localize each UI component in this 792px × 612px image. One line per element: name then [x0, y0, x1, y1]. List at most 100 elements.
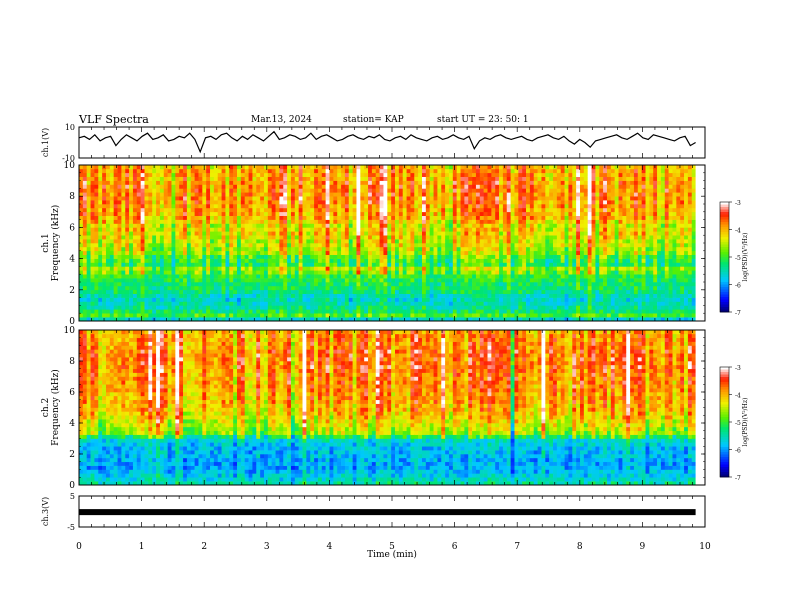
- spectrogram-cell: [398, 207, 404, 213]
- spectrogram-cell: [344, 180, 350, 185]
- spectrogram-cell: [294, 192, 299, 197]
- spectrogram-cell: [514, 301, 519, 306]
- spectrogram-cell: [136, 293, 141, 298]
- spectrogram-cell: [306, 165, 311, 170]
- spectrogram-cell: [109, 223, 114, 228]
- spectrogram-cell: [483, 270, 488, 275]
- spectrogram-cell: [240, 289, 246, 294]
- spectrogram-cell: [144, 317, 149, 322]
- spectrogram-cell: [314, 176, 319, 181]
- spectrogram-cell: [418, 282, 423, 287]
- spectrogram-cell: [437, 215, 442, 220]
- spectrogram-cell: [499, 219, 504, 224]
- spectrogram-cell: [129, 165, 134, 170]
- spectrogram-cell: [475, 219, 481, 224]
- spectrogram-cell: [310, 305, 315, 310]
- spectrogram-cell: [198, 293, 203, 298]
- spectrogram-cell: [356, 200, 361, 205]
- spectrogram-cell: [475, 297, 481, 302]
- spectrogram-cell: [448, 211, 454, 216]
- spectrogram-cell: [526, 285, 531, 291]
- spectrogram-cell: [425, 246, 430, 252]
- spectrogram-cell: [256, 293, 261, 298]
- spectrogram-cell: [152, 309, 157, 314]
- spectrogram-cell: [240, 223, 246, 228]
- spectrogram-cell: [348, 239, 353, 244]
- spectrogram-cell: [263, 246, 269, 252]
- spectrogram-cell: [529, 246, 535, 252]
- spectrogram-cell: [233, 285, 238, 291]
- spectrogram-cell: [433, 297, 438, 302]
- spectrogram-cell: [113, 168, 118, 174]
- spectrogram-cell: [225, 258, 230, 263]
- spectrogram-cell: [402, 180, 407, 185]
- spectrogram-cell: [460, 313, 465, 318]
- spectrogram-cell: [167, 262, 172, 267]
- spectrogram-cell: [279, 176, 284, 181]
- spectrogram-cell: [186, 278, 192, 283]
- spectrogram-cell: [418, 297, 423, 302]
- spectrogram-cell: [82, 309, 87, 314]
- spectrogram-cell: [483, 305, 488, 310]
- spectrogram-cell: [487, 223, 492, 228]
- spectrogram-cell: [495, 231, 500, 236]
- spectrogram-cell: [510, 274, 515, 279]
- spectrogram-cell: [437, 305, 442, 310]
- spectrogram-cell: [90, 219, 95, 224]
- spectrogram-cell: [109, 243, 114, 248]
- spectrogram-cell: [429, 239, 434, 244]
- spectrogram-cell: [487, 262, 492, 267]
- spectrogram-cell: [287, 317, 292, 322]
- spectrogram-cell: [217, 270, 222, 275]
- spectrogram-cell: [275, 246, 280, 252]
- spectrogram-cell: [329, 297, 334, 302]
- spectrogram-cell: [506, 278, 511, 283]
- spectrogram-cell: [186, 196, 192, 201]
- spectrogram-cell: [206, 289, 211, 294]
- spectrogram-cell: [441, 227, 446, 232]
- spectrogram-cell: [163, 200, 168, 205]
- spectrogram-cell: [321, 204, 326, 209]
- spectrogram-cell: [337, 270, 342, 275]
- spectrogram-cell: [514, 243, 519, 248]
- spectrogram-cell: [263, 243, 269, 248]
- spectrogram-cell: [144, 266, 149, 271]
- spectrogram-cell: [402, 309, 407, 314]
- spectrogram-cell: [202, 309, 207, 314]
- spectrogram-cell: [252, 176, 257, 181]
- spectrogram-cell: [387, 301, 392, 306]
- spectrogram-cell: [348, 211, 353, 216]
- spectrogram-cell: [526, 309, 531, 314]
- spectrogram-cell: [105, 246, 111, 252]
- spectrogram-cell: [98, 270, 103, 275]
- spectrogram-cell: [360, 258, 365, 263]
- spectrogram-cell: [437, 309, 442, 314]
- spectrogram-cell: [310, 289, 315, 294]
- spectrogram-cell: [271, 168, 276, 174]
- spectrogram-cell: [472, 196, 477, 201]
- spectrogram-cell: [256, 223, 261, 228]
- spectrogram-cell: [529, 219, 535, 224]
- spectrogram-cell: [452, 250, 457, 255]
- spectrogram-cell: [510, 250, 515, 255]
- spectrogram-cell: [460, 172, 465, 177]
- spectrogram-cell: [429, 309, 434, 314]
- spectrogram-cell: [314, 317, 319, 322]
- spectrogram-cell: [132, 301, 138, 306]
- spectrogram-cell: [82, 262, 87, 267]
- spectrogram-cell: [545, 262, 550, 267]
- spectrogram-cell: [213, 196, 219, 201]
- spectrogram-cell: [441, 192, 446, 197]
- spectrogram-cell: [464, 227, 469, 232]
- spectrogram-cell: [510, 192, 515, 197]
- spectrogram-cell: [429, 176, 434, 181]
- spectrogram-cell: [406, 305, 411, 310]
- spectrogram-cell: [237, 250, 242, 255]
- spectrogram-cell: [125, 313, 130, 318]
- spectrogram-cell: [302, 254, 307, 259]
- spectrogram-cell: [98, 293, 103, 298]
- spectrogram-cell: [514, 184, 519, 189]
- spectrogram-cell: [225, 188, 230, 193]
- spectrogram-cell: [171, 184, 176, 189]
- spectrogram-cell: [279, 165, 284, 170]
